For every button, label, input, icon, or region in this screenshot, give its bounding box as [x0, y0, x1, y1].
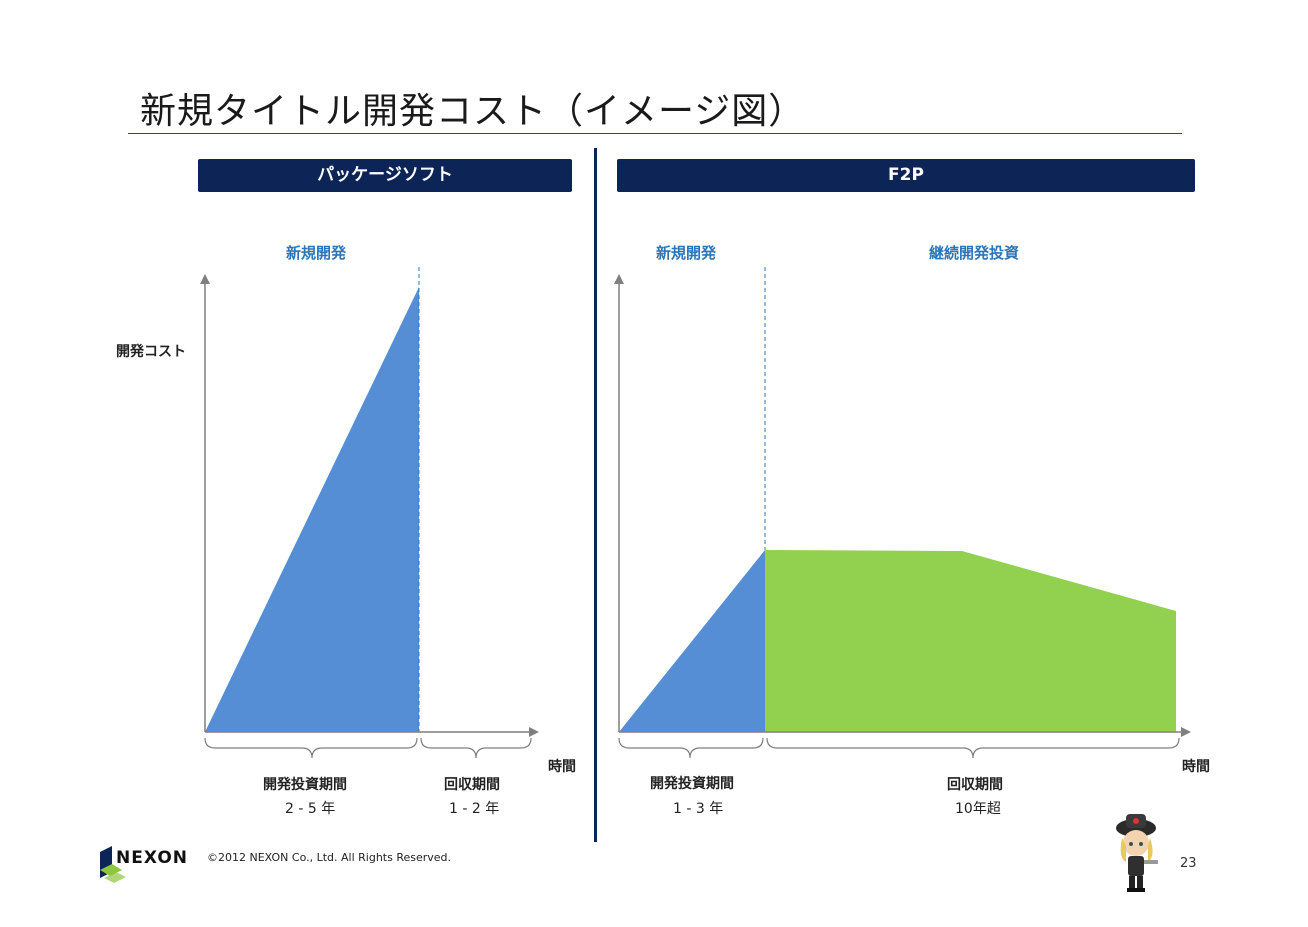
right-dev-period-value: 1 - 3 年 [673, 801, 724, 817]
right-development-area [619, 550, 765, 732]
left-dev-period-name: 開発投資期間 [263, 777, 347, 793]
right-recovery-period-value: 10年超 [955, 801, 1001, 817]
nexon-logo-icon [100, 846, 126, 883]
left-phase-label-new-dev: 新規開発 [286, 244, 347, 262]
page-number: 23 [1180, 856, 1197, 871]
right-panel-header: F2P [617, 159, 1195, 192]
left-x-axis-label: 時間 [548, 759, 576, 775]
right-dev-period-name: 開発投資期間 [650, 776, 734, 792]
nexon-logo-text: NEXON [116, 848, 189, 868]
left-recovery-period-brace [420, 737, 532, 759]
right-continued-investment-area [765, 550, 1176, 732]
left-dev-period-brace [204, 737, 418, 759]
left-dev-period-value: 2 - 5 年 [285, 801, 336, 817]
copyright-text: ©2012 NEXON Co., Ltd. All Rights Reserve… [207, 851, 452, 864]
left-panel-header: パッケージソフト [198, 159, 572, 192]
right-phase-label-continued: 継続開発投資 [929, 244, 1020, 262]
title-underline [128, 133, 1182, 134]
right-recovery-period-brace [766, 737, 1180, 759]
left-recovery-period-name: 回収期間 [444, 777, 500, 793]
right-recovery-period-name: 回収期間 [947, 777, 1003, 793]
left-recovery-period-value: 1 - 2 年 [449, 801, 500, 817]
right-dev-period-brace [618, 737, 764, 759]
panel-divider [594, 148, 597, 842]
page-title: 新規タイトル開発コスト（イメージ図） [140, 91, 806, 132]
right-x-axis-label: 時間 [1182, 759, 1210, 775]
right-phase-label-new-dev: 新規開発 [656, 244, 717, 262]
left-development-area [205, 287, 419, 732]
mascot-character-icon [1116, 814, 1158, 892]
y-axis-label: 開発コスト [116, 344, 186, 360]
